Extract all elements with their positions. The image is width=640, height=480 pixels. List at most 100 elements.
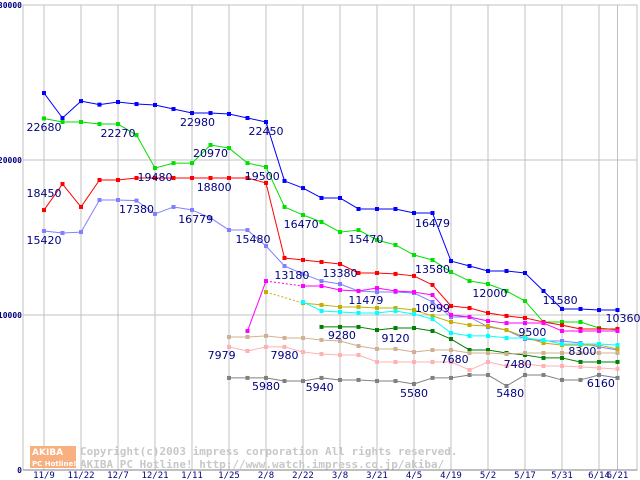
data-point (486, 310, 490, 315)
series-segment (487, 352, 507, 355)
series-segment (432, 315, 452, 323)
data-label: 15480 (236, 233, 271, 246)
y-tick-label: 20000 (0, 156, 22, 165)
x-tick-label: 5/2 (480, 471, 496, 480)
data-point (615, 328, 620, 333)
series-segment (43, 183, 63, 211)
data-point (467, 264, 472, 269)
series-segment (62, 183, 82, 208)
data-label: 18800 (197, 181, 232, 194)
data-point (153, 102, 157, 107)
series-segment (413, 292, 433, 303)
data-point (60, 182, 65, 187)
data-label: 19480 (138, 171, 173, 184)
data-point (560, 323, 564, 328)
data-point (560, 363, 564, 368)
series-segment (469, 316, 489, 322)
data-point (430, 211, 435, 216)
series-segment (265, 291, 304, 304)
data-point (171, 161, 176, 166)
data-point (615, 375, 620, 380)
data-point (523, 299, 527, 304)
series-segment (432, 318, 452, 334)
series-segment (358, 287, 378, 292)
data-point (523, 361, 527, 366)
data-point (449, 348, 453, 353)
data-point (467, 279, 472, 284)
data-point (412, 290, 416, 295)
data-point (264, 333, 268, 338)
data-point (467, 306, 472, 311)
data-point (467, 315, 472, 320)
data-point (301, 350, 305, 355)
x-tick-label: 4/5 (406, 471, 422, 480)
data-point (208, 111, 213, 116)
data-point (301, 299, 305, 304)
series-segment (469, 307, 489, 314)
series-segment (506, 315, 526, 319)
data-point (338, 195, 342, 200)
series-segment (598, 367, 618, 370)
data-point (560, 355, 564, 360)
series-segment (284, 346, 304, 353)
data-point (560, 350, 564, 355)
data-point (412, 211, 416, 216)
data-point (282, 344, 287, 349)
series-segment (117, 101, 137, 105)
data-point (615, 346, 620, 351)
data-point (338, 282, 342, 286)
series-segment (358, 345, 378, 350)
data-label: 15420 (27, 234, 62, 247)
data-point (356, 206, 361, 211)
series-segment (395, 290, 415, 293)
data-point (245, 335, 250, 340)
series-segment (117, 123, 137, 136)
series-segment (487, 361, 507, 367)
series-segment (413, 275, 433, 286)
data-point (486, 359, 490, 364)
series-segment (154, 206, 174, 215)
data-point (227, 228, 231, 233)
series-segment (228, 147, 248, 164)
logo-top-text: AKIBA (32, 448, 63, 458)
data-label: 22450 (249, 125, 284, 138)
data-point (523, 350, 527, 355)
data-point (449, 319, 453, 324)
data-point (449, 375, 453, 380)
data-point (486, 333, 490, 338)
data-point (375, 346, 379, 351)
data-point (541, 355, 546, 360)
data-point (486, 324, 490, 329)
series-segment (598, 374, 618, 379)
series-segment (247, 229, 267, 247)
series-segment (99, 101, 119, 106)
data-point (356, 288, 361, 293)
data-point (504, 352, 509, 357)
data-point (486, 348, 490, 353)
series-segment (487, 325, 507, 331)
data-point (282, 335, 287, 340)
x-tick-label: 12/7 (107, 471, 129, 480)
series-segment (580, 374, 600, 381)
series-segment (561, 365, 581, 368)
series-segment (339, 340, 359, 347)
series-segment (284, 180, 304, 189)
series-segment (228, 346, 248, 352)
data-point (356, 270, 361, 275)
data-point (578, 359, 583, 364)
series-segment (395, 307, 415, 311)
data-point (467, 348, 472, 353)
logo-bottom-text: PC Hotline! (32, 460, 76, 468)
data-point (319, 302, 324, 307)
series-segment (376, 239, 396, 246)
data-point (116, 122, 120, 127)
data-label: 10360 (606, 312, 640, 325)
data-point (486, 282, 490, 286)
series-segment (395, 208, 415, 214)
series-segment (136, 134, 156, 169)
data-point (375, 206, 379, 211)
series-segment (432, 301, 452, 318)
series-segment (321, 221, 341, 233)
series-segment (80, 100, 100, 106)
series-segment (469, 280, 489, 285)
